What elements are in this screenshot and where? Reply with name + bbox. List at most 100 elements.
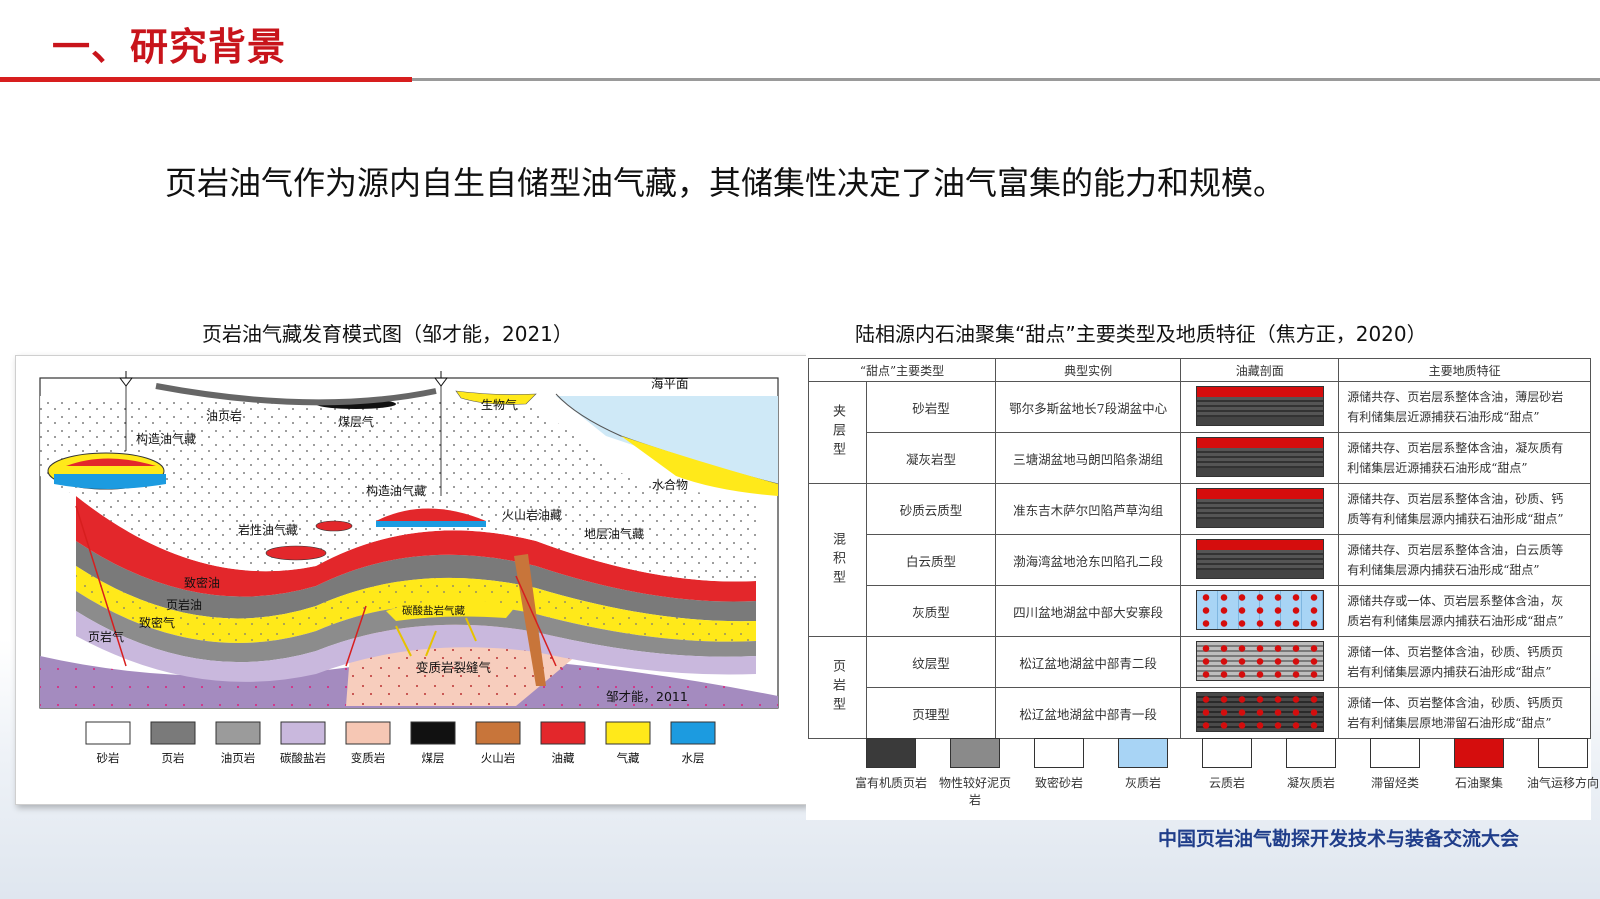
feature-line: 源储共存、页岩层系整体含油，砂质、钙 — [1347, 492, 1564, 506]
left-legend-swatch — [670, 721, 716, 745]
right-legend-item: 凝灰质岩 — [1272, 738, 1350, 791]
feature-line: 利储集层近源捕获石油形成“甜点” — [1347, 461, 1528, 475]
left-legend-swatch — [605, 721, 651, 745]
profile-cell — [1180, 585, 1340, 637]
left-legend-swatch — [475, 721, 521, 745]
right-legend-item: 灰质岩 — [1104, 738, 1182, 791]
table-row: 页理型 松辽盆地湖盆中部青一段 源储一体、页岩整体含油，砂质、钙质页 岩有利储集层… — [809, 687, 1591, 739]
label-metamorphic-gas: 变质岩裂缝气 — [416, 660, 492, 675]
label-hydrate: 水合物 — [652, 477, 688, 492]
type-cell: 白云质型 — [865, 534, 997, 586]
table-row: 白云质型 渤海湾盆地沧东凹陷孔二段 源储共存、页岩层系整体含油，白云质等 有利储集… — [809, 534, 1591, 586]
type-cell: 砂质云质型 — [865, 483, 997, 535]
right-figure-caption: 陆相源内石油聚集“甜点”主要类型及地质特征（焦方正，2020） — [855, 322, 1427, 346]
left-legend-label: 气藏 — [617, 751, 640, 765]
example-cell: 渤海湾盆地沧东凹陷孔二段 — [995, 534, 1182, 586]
feature-line: 源储共存或一体、页岩层系整体含油，灰 — [1347, 594, 1564, 608]
table-row: 灰质型 四川盆地湖盆中部大安寨段 源储共存或一体、页岩层系整体含油，灰 质岩有利储… — [809, 585, 1591, 637]
right-legend-swatch — [1202, 738, 1252, 768]
sweet-spot-table-figure: “甜点”主要类型 典型实例 油藏剖面 主要地质特征 夹层型 砂岩型 鄂尔多斯盆地… — [806, 352, 1599, 820]
profile-section — [1195, 436, 1324, 477]
feature-line: 质等有利储集层源内捕获石油形成“甜点” — [1347, 512, 1564, 526]
right-legend-label: 物性较好泥页岩 — [938, 776, 1011, 807]
right-legend-item: 云质岩 — [1188, 738, 1266, 791]
label-sea-level: 海平面 — [651, 376, 689, 391]
right-legend-label: 滞留烃类 — [1370, 776, 1419, 790]
sweet-spot-table: “甜点”主要类型 典型实例 油藏剖面 主要地质特征 夹层型 砂岩型 鄂尔多斯盆地… — [807, 358, 1591, 739]
left-legend: 砂岩 页岩 油页岩 碳酸盐岩 变质岩 煤层 火山岩 油藏 气藏 水层 — [85, 721, 716, 765]
table-row: 凝灰岩型 三塘湖盆地马朗凹陷条湖组 源储共存、页岩层系整体含油，凝灰质有 利储集层… — [809, 432, 1591, 484]
left-legend-label: 砂岩 — [97, 751, 120, 765]
header-profile: 油藏剖面 — [1180, 358, 1340, 382]
right-legend-label: 凝灰质岩 — [1286, 776, 1335, 790]
type-cell: 灰质型 — [865, 585, 997, 637]
left-legend-swatch — [280, 721, 326, 745]
feature-line: 有利储集层近源捕获石油形成“甜点” — [1347, 410, 1540, 424]
left-legend-label: 油藏 — [552, 751, 575, 765]
left-legend-label: 页岩 — [162, 751, 185, 765]
label-stratigraphic-reservoir: 地层油气藏 — [584, 526, 644, 541]
type-cell: 纹层型 — [865, 636, 997, 688]
feature-cell: 源储共存、页岩层系整体含油，薄层砂岩 有利储集层近源捕获石油形成“甜点” — [1338, 381, 1591, 433]
profile-section — [1195, 385, 1324, 426]
label-oil-shale: 油页岩 — [206, 408, 242, 423]
right-legend-swatch — [1286, 738, 1336, 768]
type-cell: 页理型 — [865, 687, 997, 739]
header-example: 典型实例 — [995, 358, 1182, 382]
left-legend-label: 水层 — [682, 751, 705, 765]
profile-section — [1195, 538, 1324, 579]
feature-line: 源储共存、页岩层系整体含油，白云质等 — [1347, 543, 1564, 557]
profile-section — [1195, 487, 1324, 528]
profile-cell — [1180, 687, 1340, 739]
table-header-row: “甜点”主要类型 典型实例 油藏剖面 主要地质特征 — [807, 358, 1591, 382]
example-cell: 鄂尔多斯盆地长7段湖盆中心 — [995, 381, 1182, 433]
feature-cell: 源储共存、页岩层系整体含油，白云质等 有利储集层源内捕获石油形成“甜点” — [1338, 534, 1591, 586]
right-legend-label: 致密砂岩 — [1034, 776, 1083, 790]
footer-conference: 中国页岩油气勘探开发技术与装备交流大会 — [1158, 828, 1520, 850]
label-tight-oil: 致密油 — [184, 575, 220, 590]
right-legend-swatch — [1370, 738, 1420, 768]
label-structural-reservoir-1: 构造油气藏 — [136, 431, 196, 446]
left-legend-swatch — [345, 721, 391, 745]
left-legend-label: 火山岩 — [481, 751, 516, 765]
label-volcanic-reservoir: 火山岩油藏 — [502, 507, 562, 522]
intro-text: 页岩油气作为源内自生自储型油气藏，其储集性决定了油气富集的能力和规模。 — [165, 164, 1286, 202]
right-legend-label: 油气运移方向 — [1526, 776, 1599, 790]
left-figure-caption: 页岩油气藏发育模式图（邹才能，2021） — [202, 322, 573, 346]
feature-cell: 源储共存或一体、页岩层系整体含油，灰 质岩有利储集层源内捕获石油形成“甜点” — [1338, 585, 1591, 637]
label-coalbed-gas: 煤层气 — [338, 414, 374, 429]
cross-section-diagram: 海平面 油页岩 煤层气 生物气 构造油气藏 水合物 构造油气藏 火山岩油藏 岩性… — [39, 371, 779, 765]
header-feature: 主要地质特征 — [1338, 358, 1591, 382]
profile-section — [1195, 691, 1324, 732]
right-legend-label: 石油聚集 — [1454, 776, 1503, 790]
feature-line: 有利储集层源内捕获石油形成“甜点” — [1347, 563, 1540, 577]
right-legend-swatch — [1118, 738, 1168, 768]
right-legend-swatch — [1454, 738, 1504, 768]
right-legend-label: 云质岩 — [1208, 776, 1245, 790]
feature-line: 源储一体、页岩整体含油，砂质、钙质页 — [1347, 645, 1564, 659]
page-title: 一、研究背景 — [52, 25, 287, 69]
left-legend-label: 油页岩 — [221, 751, 256, 765]
label-credit: 邹才能，2011 — [606, 689, 688, 704]
title-rule-grey — [412, 78, 1600, 81]
left-legend-swatch — [540, 721, 586, 745]
right-legend-item: 石油聚集 — [1440, 738, 1518, 791]
profile-cell — [1180, 432, 1340, 484]
header-type: “甜点”主要类型 — [807, 358, 997, 382]
left-legend-swatch — [85, 721, 131, 745]
right-legend-item: 致密砂岩 — [1020, 738, 1098, 791]
right-legend-item: 油气运移方向 — [1524, 738, 1600, 791]
right-legend-label: 灰质岩 — [1124, 776, 1161, 790]
title-rule-red — [0, 77, 412, 82]
feature-cell: 源储一体、页岩整体含油，砂质、钙质页 岩有利储集层原地滞留石油形成“甜点” — [1338, 687, 1591, 739]
example-cell: 准东吉木萨尔凹陷芦草沟组 — [995, 483, 1182, 535]
feature-cell: 源储一体、页岩整体含油，砂质、钙质页 岩有利储集层源内捕获石油形成“甜点” — [1338, 636, 1591, 688]
feature-line: 质岩有利储集层源内捕获石油形成“甜点” — [1347, 614, 1564, 628]
left-legend-swatch — [215, 721, 261, 745]
label-lithologic-reservoir: 岩性油气藏 — [238, 522, 298, 537]
label-biogas: 生物气 — [481, 397, 517, 412]
feature-line: 源储一体、页岩整体含油，砂质、钙质页 — [1347, 696, 1564, 710]
example-cell: 松辽盆地湖盆中部青一段 — [995, 687, 1182, 739]
right-legend-item: 富有机质页岩 — [852, 738, 930, 791]
left-legend-swatch — [150, 721, 196, 745]
